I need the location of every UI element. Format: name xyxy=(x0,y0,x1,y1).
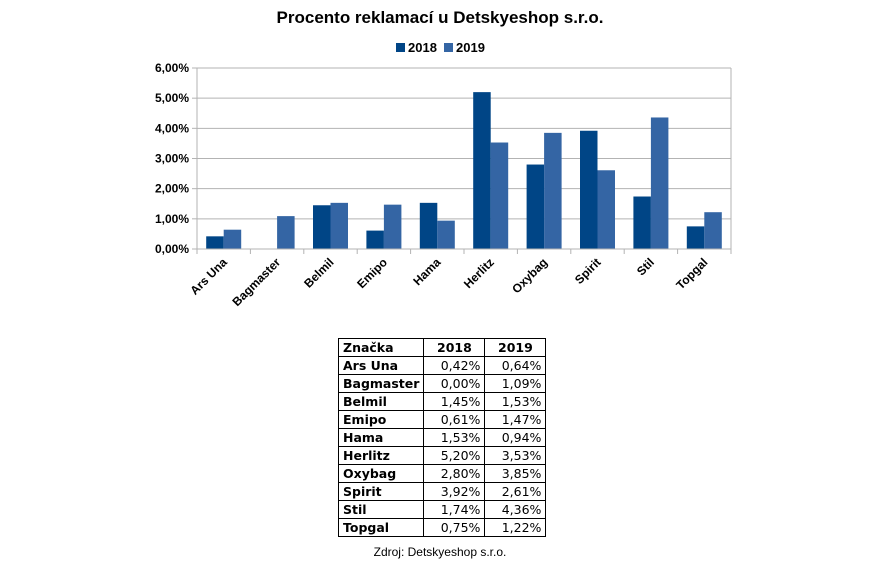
table-header-row: Značka 2018 2019 xyxy=(337,338,547,357)
legend-label-2019: 2019 xyxy=(456,40,485,55)
x-tick-label: Bagmaster xyxy=(229,255,283,309)
table-cell-2019: 2,61% xyxy=(484,482,547,501)
table-cell-2019: 1,47% xyxy=(484,410,547,429)
table-cell-brand: Belmil xyxy=(337,392,425,411)
table-cell-brand: Topgal xyxy=(337,518,425,537)
table-cell-brand: Oxybag xyxy=(337,464,425,483)
data-table: Značka 2018 2019 Ars Una 0,42% 0,64% Bagmas… xyxy=(337,338,547,537)
table-cell-2019: 1,53% xyxy=(484,392,547,411)
chart-title: Procento reklamací u Detskyeshop s.r.o. xyxy=(277,8,604,27)
x-axis-ticks: Ars Una Bagmaster Belmil Emipo Hama Herlitz Ox… xyxy=(187,249,732,309)
table-row: Bagmaster 0,00% 1,09% xyxy=(337,374,547,393)
table-row: Herlitz 5,20% 3,53% xyxy=(337,446,547,465)
table-row: Topgal 0,75% 1,22% xyxy=(337,518,547,537)
bar-2018-herlitz xyxy=(473,92,491,249)
table-cell-brand: Bagmaster xyxy=(337,374,425,393)
table-cell-2018: 5,20% xyxy=(423,446,486,465)
table-body: Ars Una 0,42% 0,64% Bagmaster 0,00% 1,09% Belm… xyxy=(337,356,547,537)
y-tick-label: 1,00% xyxy=(155,212,189,226)
y-axis-ticks: 0,00% 1,00% 2,00% 3,00% 4,00% 5,00% 6,00% xyxy=(155,61,197,256)
table-cell-2018: 2,80% xyxy=(423,464,486,483)
chart-legend: 2018 2019 xyxy=(396,40,485,55)
bar-2019-emipo xyxy=(383,204,402,249)
x-tick-label: Hama xyxy=(410,255,443,288)
table-row: Oxybag 2,80% 3,85% xyxy=(337,464,547,483)
table-cell-2018: 0,61% xyxy=(423,410,486,429)
x-tick-label: Emipo xyxy=(354,255,390,291)
bar-2019-spirit xyxy=(597,170,615,249)
x-tick-label: Spirit xyxy=(572,255,604,287)
table-cell-2019: 3,85% xyxy=(484,464,547,483)
x-tick-label: Oxybag xyxy=(509,255,550,296)
table-header-2018: 2018 xyxy=(423,338,486,357)
table-cell-2018: 1,74% xyxy=(423,500,486,519)
table-cell-brand: Herlitz xyxy=(337,446,425,465)
bar-2018-stil xyxy=(633,196,651,249)
y-tick-label: 6,00% xyxy=(155,61,189,75)
y-tick-label: 0,00% xyxy=(155,242,189,256)
bar-2019-bagmaster xyxy=(277,216,295,249)
table-cell-brand: Emipo xyxy=(337,410,425,429)
table-cell-2018: 1,45% xyxy=(423,392,486,411)
table-row: Hama 1,53% 0,94% xyxy=(337,428,547,447)
chart-bars xyxy=(206,92,722,250)
y-tick-label: 3,00% xyxy=(155,152,189,166)
table-cell-2019: 1,22% xyxy=(484,518,547,537)
source-note: Zdroj: Detskyeshop s.r.o. xyxy=(373,545,507,559)
table-cell-brand: Ars Una xyxy=(337,356,425,375)
y-tick-label: 2,00% xyxy=(155,182,189,196)
x-tick-label: Topgal xyxy=(673,255,710,292)
bar-2018-hama xyxy=(419,202,438,249)
y-tick-label: 5,00% xyxy=(155,91,189,105)
bar-2019-stil xyxy=(650,117,669,250)
bar-2018-ars-una xyxy=(206,236,224,249)
table-cell-2019: 4,36% xyxy=(484,500,547,519)
legend-label-2018: 2018 xyxy=(408,40,437,55)
bar-2019-hama xyxy=(437,220,455,249)
table-cell-2018: 0,00% xyxy=(423,374,486,393)
bar-2018-spirit xyxy=(580,130,598,249)
bar-chart: Procento reklamací u Detskyeshop s.r.o. … xyxy=(155,8,732,309)
table-row: Stil 1,74% 4,36% xyxy=(337,500,547,519)
x-tick-label: Herlitz xyxy=(461,255,497,291)
y-tick-label: 4,00% xyxy=(155,121,189,135)
legend-swatch-2018 xyxy=(396,43,405,52)
table-row: Ars Una 0,42% 0,64% xyxy=(337,356,547,375)
bar-2018-topgal xyxy=(686,226,705,249)
x-tick-label: Belmil xyxy=(301,255,336,290)
table-cell-brand: Stil xyxy=(337,500,425,519)
table-header-brand: Značka xyxy=(337,338,425,357)
bar-2019-herlitz xyxy=(490,142,509,249)
bar-2018-emipo xyxy=(366,230,384,249)
bar-2019-topgal xyxy=(704,212,722,249)
legend-swatch-2019 xyxy=(444,43,453,52)
table-row: Spirit 3,92% 2,61% xyxy=(337,482,547,501)
x-tick-label: Stil xyxy=(634,255,657,278)
table-cell-2018: 0,75% xyxy=(423,518,486,537)
x-tick-label: Ars Una xyxy=(187,255,230,298)
table-row: Emipo 0,61% 1,47% xyxy=(337,410,547,429)
table-cell-2018: 3,92% xyxy=(423,482,486,501)
table-header-2019: 2019 xyxy=(484,338,547,357)
bar-2019-ars-una xyxy=(223,229,242,249)
bar-2018-belmil xyxy=(313,205,331,249)
bar-2019-oxybag xyxy=(544,132,562,249)
bar-2019-belmil xyxy=(330,202,348,249)
table-cell-2018: 1,53% xyxy=(423,428,486,447)
table-cell-brand: Hama xyxy=(337,428,425,447)
table-cell-brand: Spirit xyxy=(337,482,425,501)
table-row: Belmil 1,45% 1,53% xyxy=(337,392,547,411)
table-cell-2018: 0,42% xyxy=(423,356,486,375)
table-cell-2019: 1,09% xyxy=(484,374,547,393)
table-cell-2019: 3,53% xyxy=(484,446,547,465)
table-cell-2019: 0,94% xyxy=(484,428,547,447)
table-cell-2019: 0,64% xyxy=(484,356,547,375)
bar-2018-oxybag xyxy=(526,164,545,249)
